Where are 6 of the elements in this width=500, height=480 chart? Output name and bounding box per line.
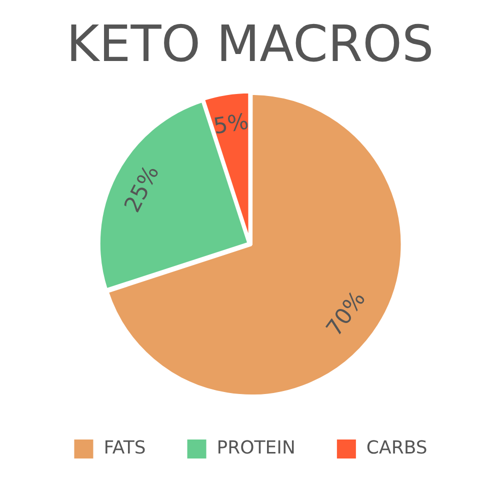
chart-title: KETO MACROS — [66, 14, 434, 73]
legend-label: FATS — [104, 438, 146, 459]
data-label: 25% — [120, 162, 165, 217]
legend-label: PROTEIN — [216, 438, 296, 459]
data-label: 5% — [212, 110, 250, 140]
legend-label: CARBS — [366, 438, 428, 459]
